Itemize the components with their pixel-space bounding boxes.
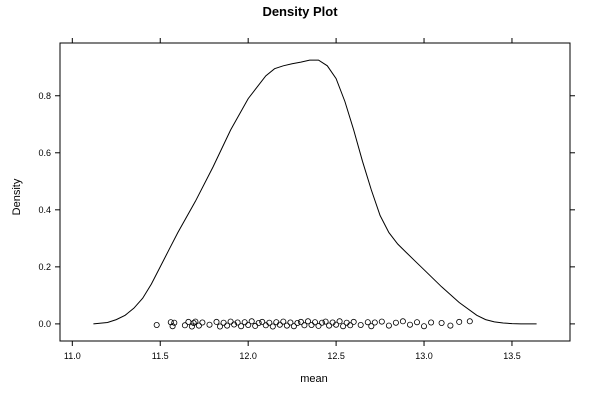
rug-point [466,318,473,325]
rug-point [297,318,304,325]
y-tick-label: 0.2 [38,262,51,272]
y-tick-label: 0.4 [38,205,51,215]
rug-point [153,321,160,328]
x-tick-label: 11.5 [152,351,169,361]
rug-point [456,318,463,325]
rug-point [283,322,290,329]
rug-point [199,319,206,326]
chart-title: Density Plot [262,4,338,19]
rug-point [294,319,301,326]
rug-point [238,323,245,330]
rug-point [287,319,294,326]
x-tick-label: 13.5 [503,351,521,361]
rug-point [269,323,276,330]
rug-point [318,319,325,326]
rug-point [280,318,287,325]
rug-point [231,321,238,328]
rug-point [364,319,371,326]
rug-points-layer [153,318,473,330]
density-curve [93,59,537,325]
rug-point [311,319,318,326]
rug-point [399,318,406,325]
rug-point [167,319,174,326]
rug-point [241,319,248,326]
rug-point [255,319,262,326]
rug-point [371,319,378,326]
x-axis-label: mean [300,373,328,385]
rug-point [420,323,427,330]
rug-point [169,323,176,330]
rug-point [252,322,259,329]
rug-point [336,318,343,325]
rug-point [266,319,273,326]
rug-point [357,321,364,328]
rug-point [308,321,315,328]
y-axis-label: Density [11,178,23,215]
y-tick-label: 0.6 [38,148,51,158]
rug-point [326,322,333,329]
x-tick-label: 13.0 [415,351,433,361]
rug-point [262,322,269,329]
axis-ticks: 11.0 11.5 12.0 12.5 13.0 13.5 0.0 0.2 0.4 0.6 0.8 [38,38,575,361]
rug-point [301,322,308,329]
rug-point [347,322,354,329]
x-tick-label: 12.5 [327,351,345,361]
rug-point [206,321,213,328]
rug-point [227,318,234,325]
y-tick-label: 0.0 [38,319,51,329]
rug-point [385,322,392,329]
x-tick-label: 11.0 [64,351,81,361]
rug-point [220,319,227,326]
rug-point [216,323,223,330]
rug-point [428,319,435,326]
rug-point [392,319,399,326]
rug-point [447,322,454,329]
rug-point [413,319,420,326]
rug-point [185,318,192,325]
y-tick-label: 0.8 [38,91,51,101]
rug-point [304,318,311,325]
rug-point [350,318,357,325]
rug-point [248,318,255,325]
rug-point [322,318,329,325]
rug-point [333,321,340,328]
rug-point [188,323,195,330]
rug-point [340,323,347,330]
rug-point [190,319,197,326]
rug-point [368,323,375,330]
rug-point [273,319,280,326]
rug-point [171,319,178,326]
rug-point [438,319,445,326]
density-curve-layer [93,59,537,325]
rug-point [290,323,297,330]
rug-point [343,319,350,326]
rug-point [259,318,266,325]
rug-point [245,321,252,328]
rug-point [378,318,385,325]
rug-point [213,318,220,325]
rug-point [195,322,202,329]
rug-point [406,321,413,328]
plot-frame [59,42,571,342]
rug-point [192,318,199,325]
rug-point [276,321,283,328]
x-tick-label: 12.0 [239,351,257,361]
rug-point [181,322,188,329]
rug-point [315,322,322,329]
rug-point [224,322,231,329]
rug-point [234,319,241,326]
